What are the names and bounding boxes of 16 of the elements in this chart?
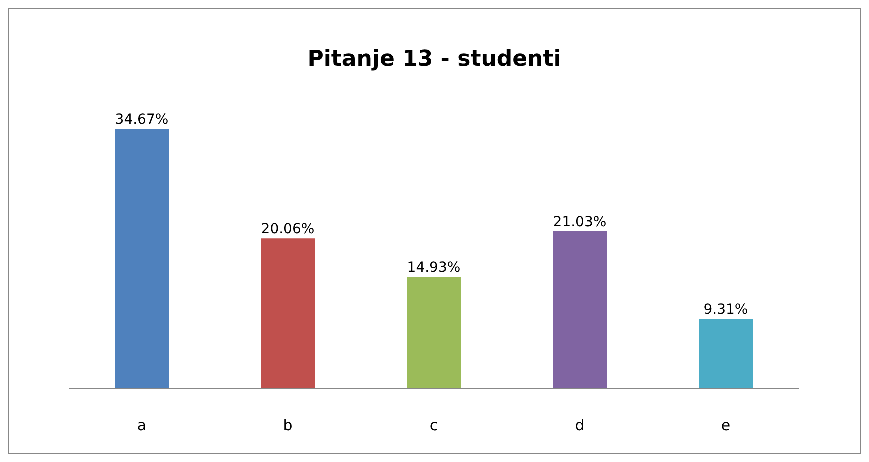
bar bbox=[115, 129, 169, 389]
chart-title: Pitanje 13 - studenti bbox=[306, 46, 562, 72]
bar bbox=[553, 231, 607, 389]
data-label: 9.31% bbox=[704, 302, 748, 318]
x-tick-label: c bbox=[430, 416, 438, 435]
bar bbox=[699, 319, 753, 389]
x-tick-label: b bbox=[283, 416, 293, 435]
data-label: 21.03% bbox=[553, 214, 607, 230]
data-label: 20.06% bbox=[261, 222, 315, 238]
x-tick-label: d bbox=[575, 416, 585, 435]
data-label: 34.67% bbox=[115, 112, 169, 128]
x-tick-label: a bbox=[137, 416, 147, 435]
data-label: 14.93% bbox=[407, 260, 461, 276]
bar bbox=[261, 238, 315, 389]
bar bbox=[407, 277, 461, 389]
x-tick-label: e bbox=[721, 416, 731, 435]
